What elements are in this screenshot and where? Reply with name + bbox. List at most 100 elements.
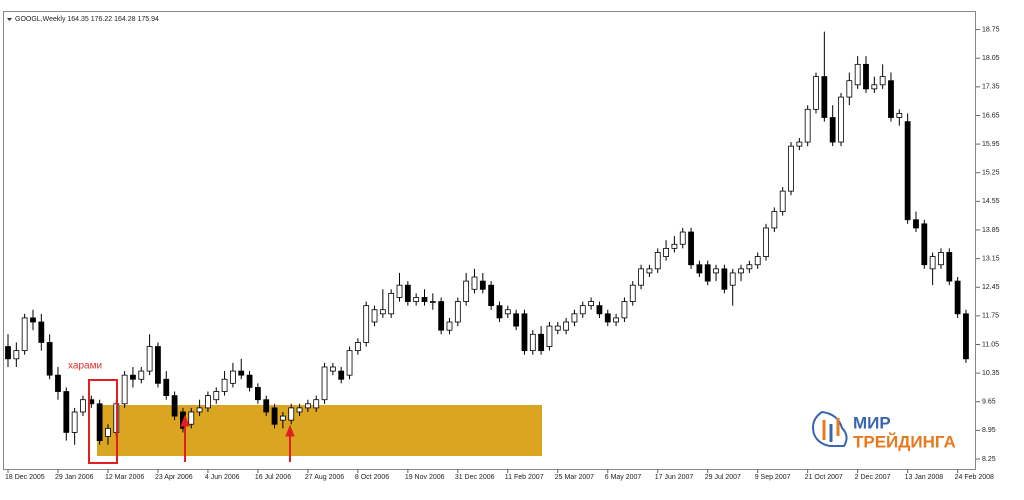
chart-title: GOOGL,Weekly 164.35 176.22 164.28 175.94	[15, 16, 159, 23]
candle-body	[329, 366, 336, 372]
candle-body	[946, 252, 953, 282]
x-tick-label: 4 Jun 2006	[205, 474, 240, 481]
x-tick-label: 2 Dec 2007	[855, 474, 891, 481]
y-tick-label: 18.05	[982, 55, 1000, 62]
candle-body	[471, 276, 478, 290]
x-tick-label: 8 Oct 2006	[355, 474, 389, 481]
candle-body	[346, 350, 353, 376]
x-tick-label: 18 Dec 2005	[5, 474, 45, 481]
candle-body	[796, 141, 803, 147]
candle-body	[155, 346, 161, 384]
candle-body	[146, 346, 153, 372]
y-tick-label: 18.75	[982, 26, 1000, 33]
candle-body	[663, 247, 669, 257]
x-tick-label: 12 Mar 2006	[105, 474, 144, 481]
candle-body	[130, 374, 136, 380]
plot-frame	[3, 11, 976, 470]
candle-body	[138, 370, 145, 380]
candle-body	[46, 342, 53, 376]
candle-body	[604, 313, 611, 323]
candle-body	[263, 399, 270, 413]
x-tick-label: 16 Jul 2006	[255, 474, 291, 481]
candle-body	[921, 223, 928, 266]
candle-body	[729, 272, 736, 286]
candle-body	[829, 117, 836, 143]
y-tick-label: 11.05	[982, 341, 999, 348]
candle-body	[779, 190, 786, 212]
candle-body	[121, 374, 128, 405]
y-tick-label: 8.25	[982, 456, 996, 463]
candle-body	[38, 321, 45, 343]
candle-body	[579, 305, 586, 315]
candle-body	[171, 395, 178, 417]
candle-body	[321, 366, 328, 401]
candle-body	[5, 346, 11, 360]
y-tick-label: 11.75	[982, 313, 999, 320]
x-tick-label: 17 Jun 2007	[655, 474, 694, 481]
candle-body	[621, 301, 628, 319]
candle-body	[929, 256, 936, 270]
candle-body	[696, 264, 703, 274]
candle-body	[438, 301, 445, 331]
candles	[5, 31, 969, 445]
candle-body	[163, 378, 170, 397]
x-tick-label: 25 Mar 2007	[555, 474, 594, 481]
candle-body	[954, 280, 961, 315]
candle-body	[596, 305, 603, 315]
candle-body	[379, 309, 386, 315]
x-tick-label: 24 Feb 2008	[955, 474, 994, 481]
x-tick-label: 27 Aug 2006	[305, 474, 344, 481]
annotation: харами	[68, 361, 102, 372]
candle-body	[188, 411, 195, 425]
candle-body	[363, 305, 370, 343]
candle-body	[71, 411, 78, 433]
candle-body	[529, 333, 536, 352]
candle-body	[771, 211, 778, 229]
candle-body	[646, 268, 653, 274]
candle-body	[888, 80, 894, 118]
x-tick-label: 9 Sep 2007	[755, 474, 791, 481]
arrows	[180, 414, 295, 462]
candle-body	[354, 342, 361, 352]
candle-body	[963, 313, 969, 360]
y-tick-label: 8.95	[982, 427, 996, 434]
candle-body	[288, 407, 295, 421]
y-tick-label: 17.35	[982, 84, 1000, 91]
y-tick-label: 16.65	[982, 112, 1000, 119]
candle-body	[338, 370, 345, 380]
y-tick-label: 10.35	[982, 370, 1000, 377]
candle-body	[55, 374, 61, 392]
arrow-head	[180, 414, 190, 427]
candle-body	[713, 268, 719, 274]
candle-body	[913, 219, 919, 229]
candle-body	[429, 301, 436, 303]
y-tick-label: 14.55	[982, 198, 1000, 205]
candle-body	[879, 76, 886, 86]
candle-body	[230, 370, 236, 384]
candle-body	[813, 76, 819, 110]
candle-body	[588, 301, 594, 307]
candle-body	[679, 231, 686, 245]
candle-body	[396, 284, 403, 298]
candle-body	[671, 243, 678, 249]
candle-body	[63, 391, 70, 433]
candle-body	[454, 301, 461, 323]
x-tick-label: 29 Jan 2006	[55, 474, 94, 481]
candle-body	[788, 145, 794, 192]
candle-body	[629, 284, 636, 302]
candle-body	[513, 313, 520, 327]
candle-body	[763, 227, 769, 257]
x-tick-label: 21 Oct 2007	[805, 474, 843, 481]
candle-body	[754, 256, 761, 266]
candle-body	[738, 268, 744, 274]
candle-body	[404, 284, 411, 302]
candle-body	[721, 268, 728, 290]
candle-body	[296, 407, 303, 413]
candle-body	[746, 264, 753, 270]
candle-body	[205, 395, 211, 409]
candle-body	[804, 108, 811, 143]
candle-body	[479, 280, 486, 290]
candle-body	[304, 403, 311, 409]
candle-body	[30, 317, 36, 323]
